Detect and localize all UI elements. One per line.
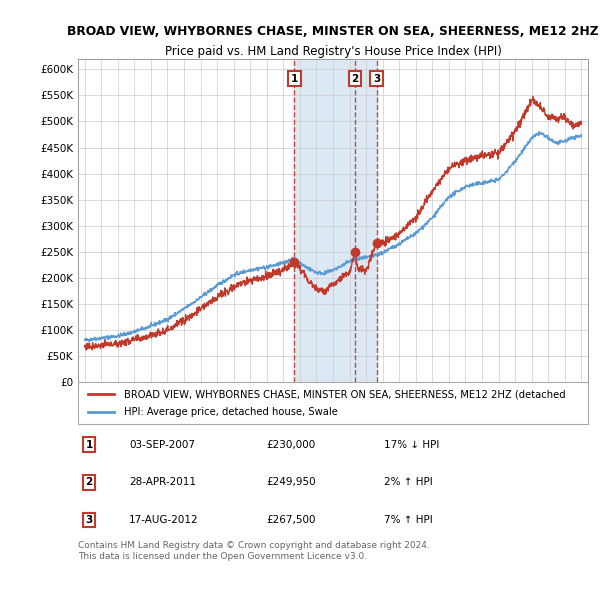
Text: 28-APR-2011: 28-APR-2011: [129, 477, 196, 487]
Text: £249,950: £249,950: [266, 477, 316, 487]
Text: 2: 2: [351, 74, 358, 84]
Text: 3: 3: [86, 515, 93, 525]
Text: 17-AUG-2012: 17-AUG-2012: [129, 515, 199, 525]
FancyBboxPatch shape: [78, 382, 588, 424]
Text: 1: 1: [291, 74, 298, 84]
Text: HPI: Average price, detached house, Swale: HPI: Average price, detached house, Swal…: [124, 407, 338, 417]
Text: 1: 1: [86, 440, 93, 450]
Text: 3: 3: [373, 74, 380, 84]
Text: BROAD VIEW, WHYBORNES CHASE, MINSTER ON SEA, SHEERNESS, ME12 2HZ: BROAD VIEW, WHYBORNES CHASE, MINSTER ON …: [67, 25, 599, 38]
Text: 2: 2: [86, 477, 93, 487]
Text: £230,000: £230,000: [266, 440, 316, 450]
Text: 03-SEP-2007: 03-SEP-2007: [129, 440, 195, 450]
Text: Contains HM Land Registry data © Crown copyright and database right 2024.
This d: Contains HM Land Registry data © Crown c…: [78, 541, 430, 560]
Title: Price paid vs. HM Land Registry's House Price Index (HPI): Price paid vs. HM Land Registry's House …: [164, 45, 502, 58]
Text: £267,500: £267,500: [266, 515, 316, 525]
Text: BROAD VIEW, WHYBORNES CHASE, MINSTER ON SEA, SHEERNESS, ME12 2HZ (detached: BROAD VIEW, WHYBORNES CHASE, MINSTER ON …: [124, 389, 566, 399]
Text: 17% ↓ HPI: 17% ↓ HPI: [384, 440, 439, 450]
Text: 2% ↑ HPI: 2% ↑ HPI: [384, 477, 433, 487]
Bar: [295, 59, 377, 382]
Text: 7% ↑ HPI: 7% ↑ HPI: [384, 515, 433, 525]
